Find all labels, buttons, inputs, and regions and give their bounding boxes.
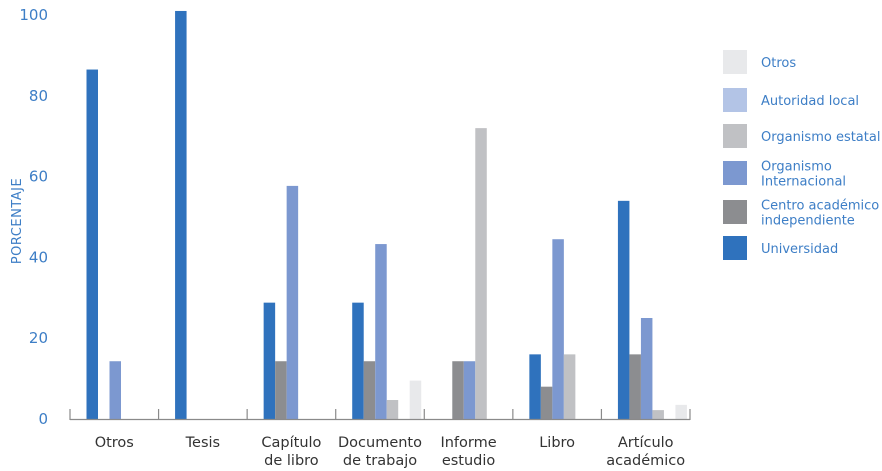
legend-label: Autoridad local [761, 94, 859, 109]
bar-documento-de-trabajo-otros [409, 380, 422, 419]
legend-label: independiente [761, 214, 855, 229]
legend-label: Organismo estatal [761, 130, 880, 145]
x-tick-label: Documento [338, 435, 422, 451]
legend-swatch [723, 88, 747, 112]
bar-articulo-academico-universidad [617, 200, 630, 419]
x-tick-label: Informe [440, 435, 496, 451]
bars [86, 10, 687, 420]
bar-libro-universidad [529, 354, 541, 419]
bar-capitulo-de-libro-universidad [263, 302, 276, 419]
bar-libro-organismo-estatal [563, 354, 576, 419]
x-tick-label: Capítulo [261, 435, 321, 451]
bar-informe-estudio-organismo-estatal [475, 128, 487, 419]
x-axis: Otros Tesis Capítulo de libro Documento de tr… [69, 409, 691, 469]
x-tick-label: de trabajo [343, 453, 417, 469]
legend: Otros Autoridad local Organismo estatal Org… [723, 50, 880, 260]
bar-documento-de-trabajo-universidad [352, 302, 364, 419]
y-tick-label: 100 [19, 6, 48, 24]
legend-swatch [723, 236, 747, 260]
x-tick-label: estudio [442, 453, 496, 469]
bar-articulo-academico-otros [675, 404, 687, 419]
y-tick-label: 40 [29, 248, 48, 266]
legend-swatch [723, 161, 747, 185]
bar-documento-de-trabajo-centro-academico [363, 361, 376, 419]
y-axis: 0 20 40 60 80 100 PORCENTAJE [10, 6, 48, 428]
x-tick-label: Otros [95, 435, 134, 451]
bar-otros-organismo-internacional [109, 361, 121, 419]
legend-swatch [723, 124, 747, 148]
x-tick-label: académico [606, 453, 685, 469]
y-axis-label: PORCENTAJE [10, 178, 25, 264]
legend-label: Internacional [761, 175, 846, 190]
y-tick-label: 80 [29, 87, 48, 105]
bar-capitulo-de-libro-organismo-internacional [286, 185, 299, 419]
bar-otros-universidad [86, 69, 98, 419]
bar-articulo-academico-centro-academico [629, 354, 641, 419]
x-tick-label: Libro [539, 435, 575, 451]
bar-libro-centro-academico [540, 386, 553, 419]
legend-label: Centro académico [761, 199, 879, 214]
x-tick-label: Artículo [618, 435, 674, 451]
bar-articulo-academico-organismo-internacional [640, 318, 653, 419]
bar-capitulo-de-libro-centro-academico [275, 361, 287, 419]
bar-documento-de-trabajo-organismo-internacional [375, 244, 387, 419]
y-tick-label: 20 [29, 329, 48, 347]
bar-tesis-universidad [175, 10, 187, 420]
legend-label: Otros [761, 56, 796, 71]
bar-informe-estudio-centro-academico [452, 361, 464, 419]
legend-label: Universidad [761, 242, 838, 257]
legend-swatch [723, 50, 747, 74]
y-tick-label: 0 [38, 410, 48, 428]
bar-documento-de-trabajo-organismo-estatal [386, 400, 399, 419]
y-tick-label: 60 [29, 168, 48, 186]
x-tick-label: de libro [264, 453, 319, 469]
legend-label: Organismo [761, 160, 832, 175]
legend-swatch [723, 200, 747, 224]
x-tick-label: Tesis [185, 435, 220, 451]
bar-libro-organismo-internacional [552, 239, 564, 419]
bar-informe-estudio-organismo-internacional [463, 361, 476, 419]
bar-articulo-academico-organismo-estatal [652, 410, 664, 419]
